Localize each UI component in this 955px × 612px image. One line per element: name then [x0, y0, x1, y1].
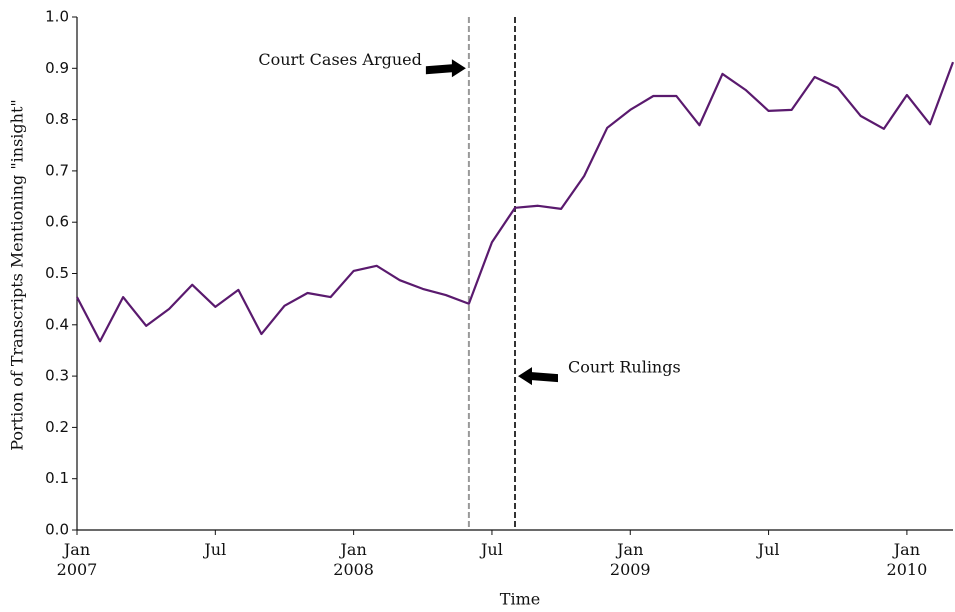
y-tick-label: 0.0 [45, 521, 69, 539]
x-tick-label: Jan 2007 [56, 540, 98, 579]
annotation: Court Rulings [568, 358, 681, 377]
y-tick-label: 0.6 [45, 213, 69, 231]
y-tick-label: 0.3 [45, 367, 69, 385]
annotation: Court Cases Argued [258, 50, 422, 69]
data-line [76, 61, 955, 343]
x-axis-label: Time [500, 590, 540, 609]
arrow [518, 367, 558, 386]
arrow [425, 59, 466, 78]
x-tick-label: Jul [757, 540, 780, 559]
y-axis-label: Portion of Transcripts Mentioning "insig… [8, 99, 27, 451]
x-tick-label: Jul [204, 540, 227, 559]
y-tick-label: 0.8 [45, 110, 69, 128]
y-tick-label: 0.4 [45, 315, 69, 333]
x-tick-label: Jan 2010 [886, 540, 928, 579]
x-tick-label: Jul [481, 540, 503, 559]
x-tick-label: Jan 2008 [333, 540, 374, 579]
y-tick-label: 1.0 [45, 8, 69, 26]
y-tick-label: 0.9 [45, 59, 69, 77]
y-tick-label: 0.7 [45, 161, 69, 179]
y-tick-label: 0.5 [45, 264, 69, 282]
y-tick-label: 0.2 [45, 418, 69, 436]
x-tick-label: Jan 2009 [609, 540, 651, 579]
y-tick-label: 0.1 [45, 469, 69, 487]
